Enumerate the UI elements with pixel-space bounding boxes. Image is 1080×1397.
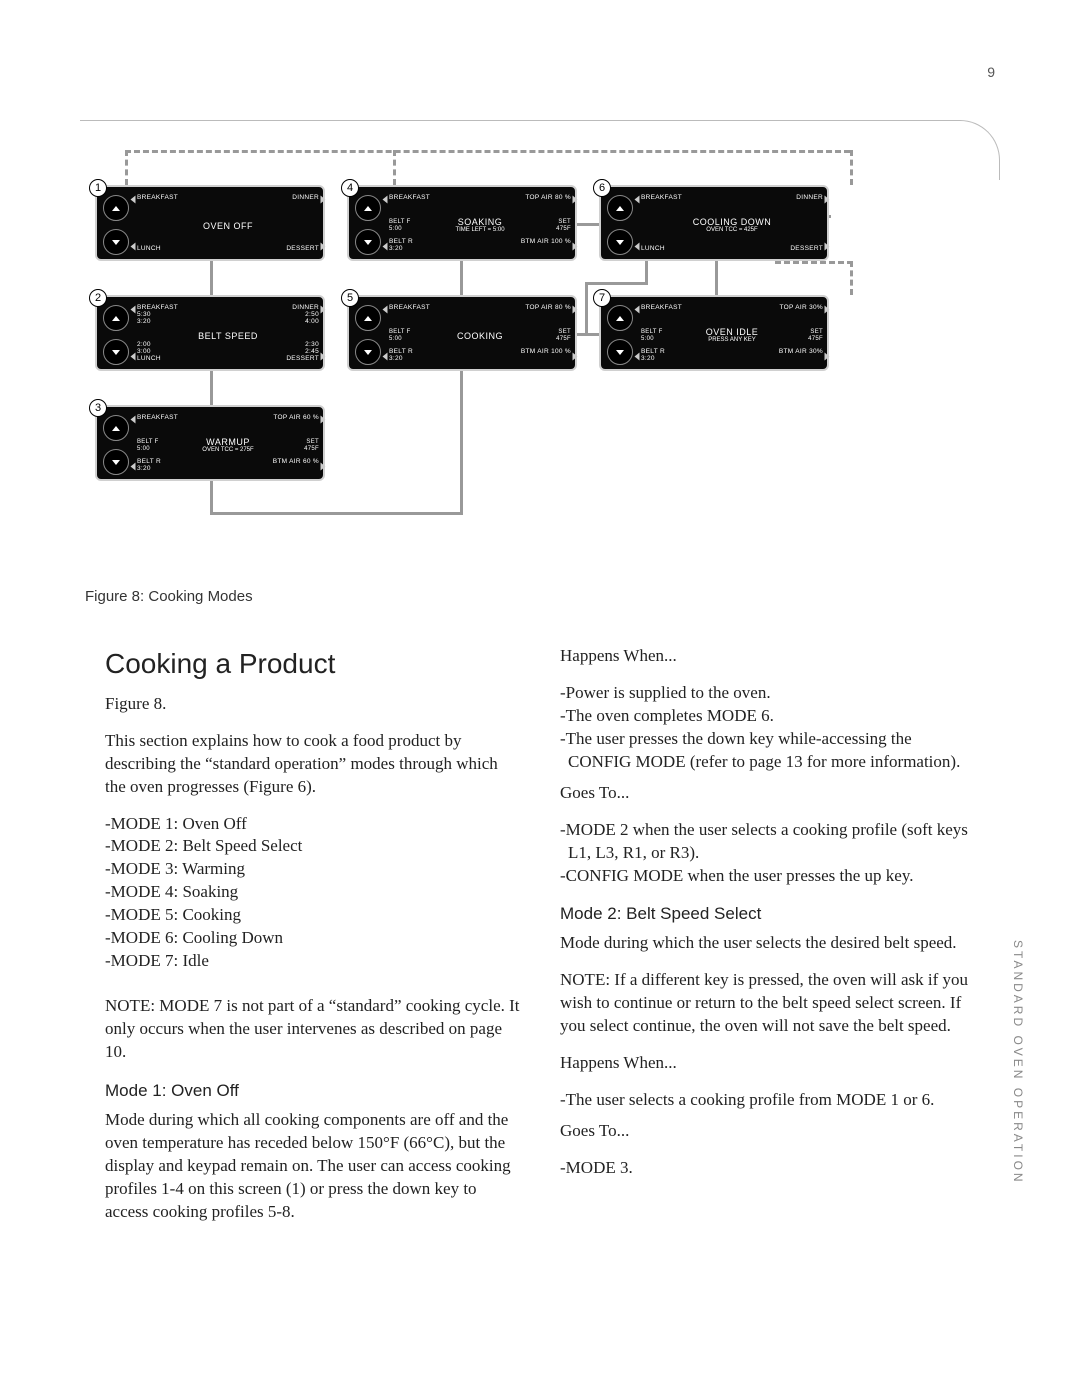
conn: [125, 150, 850, 153]
down-arrow-icon[interactable]: [103, 449, 129, 475]
cooking-modes-diagram: 1 BREAKFASTDINNER OVEN OFF LUNCHDESSERT …: [85, 140, 885, 570]
down-arrow-icon[interactable]: [355, 229, 381, 255]
conn: [577, 223, 599, 226]
panel-2: 2 BREAKFAST5:303:20DINNER2:504:00 BELT S…: [95, 295, 325, 371]
text: Mode during which the user selects the d…: [560, 932, 975, 955]
column-1: Cooking a Product Figure 8. This section …: [105, 645, 520, 1238]
panel-6: 6 BREAKFASTDINNER COOLING DOWNOVEN TCC =…: [599, 185, 829, 261]
down-arrow-icon[interactable]: [607, 229, 633, 255]
text: NOTE: MODE 7 is not part of a “standard”…: [105, 995, 520, 1064]
panel-4: 4 BREAKFASTTOP AIR 80 % BELT F5:00SET475…: [347, 185, 577, 261]
up-arrow-icon[interactable]: [103, 305, 129, 331]
up-arrow-icon[interactable]: [607, 195, 633, 221]
conn: [577, 333, 599, 336]
text: -MODE 2 when the user selects a cooking …: [560, 819, 975, 865]
conn: [850, 261, 853, 295]
text: [105, 973, 520, 995]
conn: [775, 261, 853, 264]
text: -Power is supplied to the oven.: [560, 682, 975, 705]
up-arrow-icon[interactable]: [607, 305, 633, 331]
panel-3: 3 BREAKFASTTOP AIR 60 % BELT F5:00SET475…: [95, 405, 325, 481]
down-arrow-icon[interactable]: [103, 339, 129, 365]
conn: [460, 261, 463, 295]
text: Mode 1: Oven Off: [105, 1080, 520, 1103]
text: -The oven completes MODE 6.: [560, 705, 975, 728]
text: -MODE 2: Belt Speed Select: [105, 835, 520, 858]
text: NOTE: If a different key is pressed, the…: [560, 969, 975, 1038]
text: -CONFIG MODE when the user presses the u…: [560, 865, 975, 888]
up-arrow-icon[interactable]: [355, 305, 381, 331]
conn: [125, 150, 128, 185]
up-arrow-icon[interactable]: [355, 195, 381, 221]
text: This section explains how to cook a food…: [105, 730, 520, 799]
conn: [210, 481, 213, 515]
panel-1: 1 BREAKFASTDINNER OVEN OFF LUNCHDESSERT: [95, 185, 325, 261]
text-columns: Cooking a Product Figure 8. This section …: [105, 645, 975, 1238]
down-arrow-icon[interactable]: [355, 339, 381, 365]
page: 9 STANDARD OVEN OPERATION 1: [85, 70, 995, 1340]
text: Mode 2: Belt Speed Select: [560, 903, 975, 926]
text: Goes To...: [560, 1120, 975, 1143]
up-arrow-icon[interactable]: [103, 195, 129, 221]
text: -MODE 5: Cooking: [105, 904, 520, 927]
text: -MODE 6: Cooling Down: [105, 927, 520, 950]
text: Mode during which all cooking components…: [105, 1109, 520, 1224]
column-2: Happens When... -Power is supplied to the…: [560, 645, 975, 1238]
text: -MODE 3: Warming: [105, 858, 520, 881]
text: -The user selects a cooking profile from…: [560, 1089, 975, 1112]
text: -The user presses the down key while-acc…: [560, 728, 975, 774]
conn: [585, 282, 648, 285]
figure-caption: Figure 8: Cooking Modes: [85, 588, 253, 605]
panel-7: 7 BREAKFASTTOP AIR 30% BELT F5:00SET475F…: [599, 295, 829, 371]
text: Goes To...: [560, 782, 975, 805]
down-arrow-icon[interactable]: [103, 229, 129, 255]
text: Happens When...: [560, 645, 975, 668]
up-arrow-icon[interactable]: [103, 415, 129, 441]
conn: [210, 512, 463, 515]
down-arrow-icon[interactable]: [607, 339, 633, 365]
text: [560, 774, 975, 782]
text: Figure 8.: [105, 693, 520, 716]
text: -MODE 4: Soaking: [105, 881, 520, 904]
text: -MODE 1: Oven Off: [105, 813, 520, 836]
text: -MODE 3.: [560, 1157, 975, 1180]
text: [560, 1112, 975, 1120]
page-number: 9: [987, 64, 995, 80]
conn: [210, 261, 213, 295]
side-label: STANDARD OVEN OPERATION: [1011, 940, 1025, 1185]
conn: [715, 261, 718, 295]
text: Happens When...: [560, 1052, 975, 1075]
text: -MODE 7: Idle: [105, 950, 520, 973]
conn: [460, 371, 463, 515]
section-heading: Cooking a Product: [105, 645, 520, 683]
conn: [585, 282, 588, 335]
panel-5: 5 BREAKFASTTOP AIR 80 % BELT F5:00SET475…: [347, 295, 577, 371]
conn: [210, 371, 213, 405]
conn: [850, 150, 853, 185]
conn: [393, 150, 396, 185]
